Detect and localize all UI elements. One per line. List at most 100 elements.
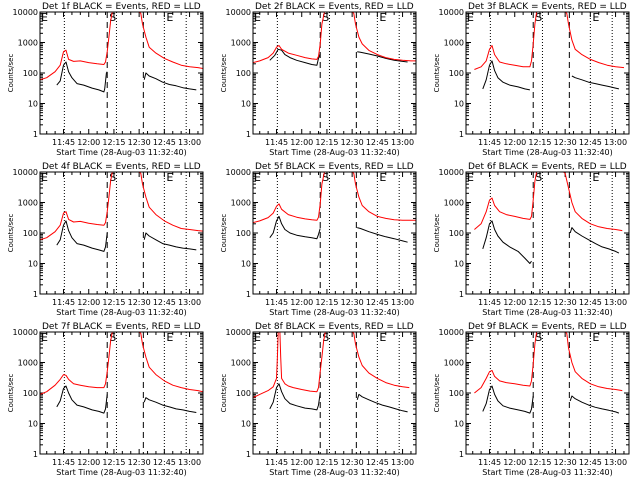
start-marker-label: E: [467, 11, 474, 24]
data-series-group: [474, 172, 623, 264]
y-tick-label: 10000: [13, 8, 38, 17]
x-tick-label: 12:45: [366, 298, 389, 307]
marker-label: S: [322, 11, 329, 24]
x-tick-label: 12:00: [77, 138, 100, 147]
x-tick-label: 12:45: [366, 458, 389, 467]
x-tick-label: 11:45: [478, 138, 501, 147]
plot-frame: [252, 11, 417, 135]
marker-label: E: [592, 11, 599, 24]
x-tick-label: 12:30: [341, 138, 364, 147]
x-tick-label: 12:00: [290, 298, 313, 307]
events-series-line: [569, 227, 620, 254]
x-axis-label: Start Time (28-Aug-03 11:32:40): [482, 308, 613, 317]
marker-label: S: [109, 331, 116, 344]
x-tick-label: 12:30: [128, 458, 151, 467]
plot-frame: [252, 331, 417, 455]
start-marker-label: E: [41, 171, 48, 184]
x-tick-label: 12:15: [315, 298, 338, 307]
x-tick-label: 13:00: [604, 298, 627, 307]
lld-series-line: [351, 12, 416, 62]
marker-label: S: [109, 11, 116, 24]
x-tick-label: 13:00: [391, 298, 414, 307]
panel-1: Det 1f BLACK = Events, RED = LLD 1 10 100 10…: [7, 2, 204, 157]
lld-series-line: [253, 332, 326, 399]
x-tick-label: 12:15: [528, 458, 551, 467]
lld-series-line: [474, 332, 538, 394]
x-tick-label: 12:30: [554, 138, 577, 147]
y-tick-label: 10: [28, 100, 38, 109]
x-tick-label: 11:45: [265, 138, 288, 147]
events-series-line: [571, 75, 620, 90]
y-axis-label: Counts/sec: [7, 54, 15, 93]
y-tick-label: 10000: [226, 328, 251, 337]
y-tick-label: 10: [28, 420, 38, 429]
y-tick-label: 100: [23, 69, 38, 78]
plot-frame: [39, 331, 204, 455]
x-tick-label: 12:45: [153, 298, 176, 307]
y-tick-label: 100: [23, 229, 38, 238]
y-tick-label: 1: [33, 130, 38, 139]
x-tick-label: 13:00: [178, 458, 201, 467]
x-axis-label: Start Time (28-Aug-03 11:32:40): [56, 148, 187, 157]
plot-frame: [465, 11, 630, 135]
start-marker-label: E: [254, 11, 261, 24]
panel-title: Det 9f BLACK = Events, RED = LLD: [468, 322, 627, 332]
x-tick-label: 12:30: [128, 298, 151, 307]
x-tick-label: 11:45: [52, 138, 75, 147]
x-tick-label: 12:15: [528, 138, 551, 147]
x-tick-label: 13:00: [604, 138, 627, 147]
y-tick-label: 1000: [444, 39, 464, 48]
x-tick-label: 12:15: [102, 298, 125, 307]
events-series-line: [482, 60, 530, 91]
lld-series-line: [40, 172, 113, 241]
lld-series-line: [351, 332, 410, 389]
plot-frame: [465, 331, 630, 455]
x-tick-label: 12:00: [503, 298, 526, 307]
marker-label: E: [379, 171, 386, 184]
events-series-line: [269, 215, 321, 240]
y-tick-label: 10: [454, 260, 464, 269]
data-series-group: [253, 172, 416, 243]
x-tick-label: 13:00: [178, 138, 201, 147]
y-tick-label: 1000: [18, 39, 38, 48]
lld-series-line: [253, 12, 325, 64]
marker-label: E: [166, 171, 173, 184]
start-marker-label: E: [467, 331, 474, 344]
events-series-line: [56, 220, 108, 252]
x-tick-label: 12:45: [153, 138, 176, 147]
y-tick-label: 1: [459, 450, 464, 459]
data-series-group: [40, 12, 203, 93]
y-tick-label: 1000: [444, 199, 464, 208]
x-tick-label: 11:45: [52, 458, 75, 467]
x-tick-label: 12:15: [315, 138, 338, 147]
x-tick-label: 11:45: [478, 458, 501, 467]
y-tick-label: 1000: [231, 39, 251, 48]
events-series-line: [143, 232, 197, 251]
events-series-line: [269, 48, 321, 66]
lld-series-line: [253, 172, 325, 224]
lld-series-line: [564, 332, 623, 392]
x-tick-label: 13:00: [604, 458, 627, 467]
panel-title: Det 8f BLACK = Events, RED = LLD: [255, 322, 414, 332]
x-tick-label: 11:45: [52, 298, 75, 307]
y-tick-label: 1: [246, 290, 251, 299]
panel-7: Det 7f BLACK = Events, RED = LLD 1 10 100 10…: [7, 322, 204, 477]
y-axis-label: Counts/sec: [220, 214, 228, 253]
marker-label: E: [166, 11, 173, 24]
y-tick-label: 10: [28, 260, 38, 269]
marker-label: E: [166, 331, 173, 344]
events-series-line: [56, 385, 108, 414]
x-axis-label: Start Time (28-Aug-03 11:32:40): [56, 308, 187, 317]
events-series-line: [357, 227, 408, 243]
panel-8: Det 8f BLACK = Events, RED = LLD 1 10 100 10…: [220, 322, 417, 477]
y-tick-label: 10000: [439, 168, 464, 177]
panel-5: Det 5f BLACK = Events, RED = LLD 1 10 100 10…: [220, 162, 417, 317]
y-tick-label: 1000: [444, 359, 464, 368]
x-tick-label: 12:00: [503, 458, 526, 467]
events-series-line: [356, 393, 408, 413]
y-tick-label: 1000: [231, 199, 251, 208]
marker-label: S: [322, 331, 329, 344]
lld-series-line: [138, 332, 203, 393]
